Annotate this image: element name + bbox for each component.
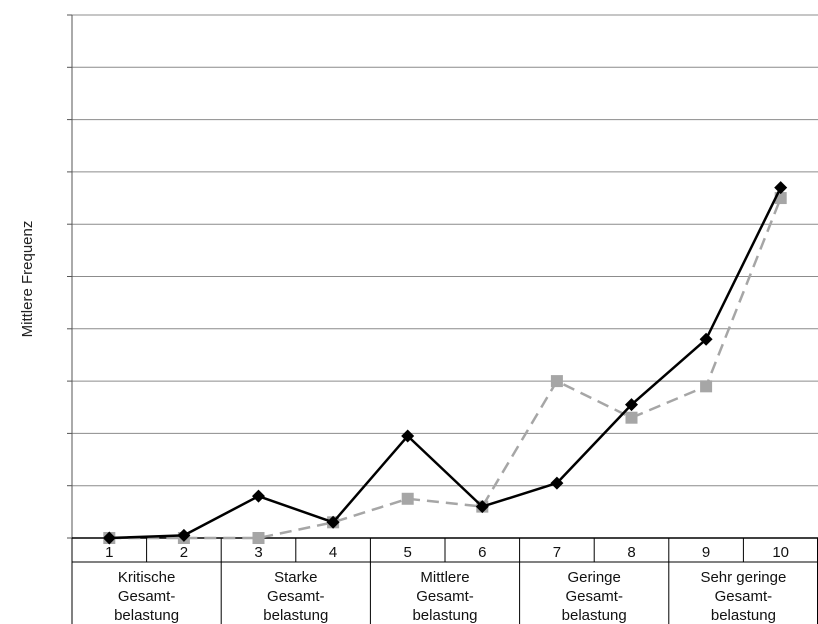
data-point-square bbox=[625, 411, 638, 424]
x-tick-label: 4 bbox=[329, 544, 337, 561]
data-point-diamond bbox=[550, 476, 564, 490]
category-group-label: Gesamt- bbox=[715, 588, 773, 605]
x-tick-label: 9 bbox=[702, 544, 710, 561]
x-tick-label: 7 bbox=[553, 544, 561, 561]
y-axis-label: Mittlere Frequenz bbox=[19, 221, 36, 338]
data-point-diamond bbox=[326, 515, 340, 529]
category-group-label: Starke bbox=[274, 569, 317, 586]
category-group-label: belastung bbox=[263, 607, 328, 624]
x-tick-label: 10 bbox=[772, 544, 789, 561]
data-point-square bbox=[401, 492, 414, 505]
data-point-diamond bbox=[625, 398, 638, 412]
x-tick-label: 1 bbox=[105, 544, 113, 561]
category-group-label: Sehr geringe bbox=[700, 569, 786, 586]
data-point-diamond bbox=[401, 429, 415, 443]
category-group-label: belastung bbox=[114, 607, 179, 624]
category-group-label: Mittlere bbox=[420, 569, 469, 586]
category-group-label: Gesamt- bbox=[267, 588, 325, 605]
data-point-diamond bbox=[252, 489, 265, 503]
category-group-label: belastung bbox=[412, 607, 477, 624]
data-point-diamond bbox=[699, 332, 713, 346]
series-line bbox=[109, 187, 782, 540]
category-group-label: Gesamt- bbox=[416, 588, 474, 605]
category-table: 1 2 3 4 5 6 7 8 9 10 Kritische Gesamt-belastung Star… bbox=[71, 538, 818, 624]
data-point-square bbox=[550, 375, 563, 388]
category-group-label: Kritische bbox=[118, 569, 176, 586]
category-group-label: Geringe bbox=[568, 569, 621, 586]
series-line bbox=[109, 197, 782, 540]
category-group-label: Gesamt- bbox=[565, 588, 623, 605]
data-point-diamond bbox=[102, 531, 116, 545]
data-point-square bbox=[700, 380, 713, 393]
category-group-label: Gesamt- bbox=[118, 588, 176, 605]
data-point-square bbox=[252, 532, 265, 544]
data-point-diamond bbox=[475, 500, 489, 514]
category-group-label: belastung bbox=[562, 607, 627, 624]
x-tick-label: 3 bbox=[254, 544, 262, 561]
x-tick-label: 2 bbox=[180, 544, 188, 561]
x-tick-label: 6 bbox=[478, 544, 486, 561]
x-tick-label: 5 bbox=[404, 544, 412, 561]
series-layer bbox=[102, 181, 788, 545]
data-point-diamond bbox=[177, 528, 191, 542]
category-group-label: belastung bbox=[711, 607, 776, 624]
gridlines bbox=[72, 14, 818, 487]
x-tick-label: 8 bbox=[627, 544, 635, 561]
data-point-diamond bbox=[774, 181, 788, 195]
